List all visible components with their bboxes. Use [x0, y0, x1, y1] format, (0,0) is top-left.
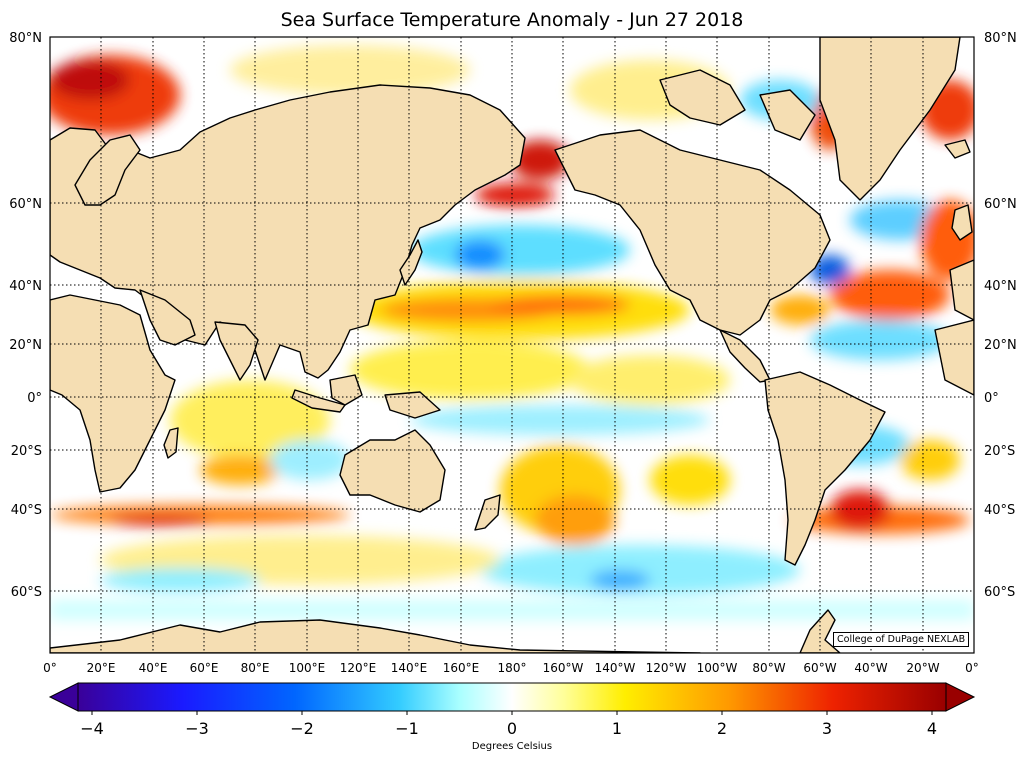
- lon-label: 0°: [965, 661, 979, 675]
- lon-label: 20°W: [906, 661, 939, 675]
- lon-label: 120°W: [646, 661, 687, 675]
- colorbar-tick: −1: [395, 719, 419, 738]
- lat-label: 60°S: [11, 585, 42, 600]
- lon-labels: 0° 20°E 40°E 60°E 80°E 100°E 120°E 140°E…: [43, 661, 979, 675]
- north-america-landmass: [554, 129, 831, 336]
- lon-label: 20°E: [87, 661, 116, 675]
- lon-label: 80°E: [241, 661, 270, 675]
- lat-label: 60°S: [984, 585, 1015, 600]
- greenland-landmass: [819, 37, 961, 201]
- scandinavia-landmass: [74, 134, 141, 206]
- lat-label: 40°S: [984, 503, 1015, 518]
- lon-label: 160°E: [443, 661, 480, 675]
- lat-label: 80°N: [9, 31, 42, 46]
- europe-east-edge: [949, 259, 974, 321]
- lon-label: 60°W: [803, 661, 836, 675]
- lat-label: 0°: [984, 391, 999, 406]
- lon-label: 100°W: [697, 661, 738, 675]
- lon-label: 120°E: [340, 661, 377, 675]
- colorbar-tick: 1: [612, 719, 622, 738]
- baffin-island-landmass: [759, 89, 816, 141]
- colorbar-tick: −2: [290, 719, 314, 738]
- colorbar: −4 −3 −2 −1 0 1 2 3 4: [48, 682, 976, 738]
- lon-label: 0°: [43, 661, 57, 675]
- lat-label: 0°: [27, 391, 42, 406]
- colorbar-tick: −3: [185, 719, 209, 738]
- new-zealand-landmass: [474, 494, 501, 531]
- lat-label: 60°N: [9, 197, 42, 212]
- japan-landmass: [399, 239, 423, 286]
- colorbar-title: Degrees Celsius: [471, 741, 553, 752]
- lat-label: 40°N: [984, 279, 1017, 294]
- new-guinea-landmass: [384, 391, 441, 419]
- lat-label: 40°N: [9, 279, 42, 294]
- lat-label: 60°N: [984, 197, 1017, 212]
- antarctic-peninsula: [799, 609, 841, 653]
- lat-label: 20°N: [984, 338, 1017, 353]
- africa-east-edge: [934, 319, 974, 396]
- lon-label: 100°E: [289, 661, 326, 675]
- colorbar-extend-low: [48, 682, 79, 712]
- lat-labels-left: 80°N 60°N 40°N 20°N 0° 20°S 40°S 60°S: [9, 31, 42, 600]
- africa-landmass: [50, 294, 176, 493]
- colorbar-tick: 4: [927, 719, 937, 738]
- iceland-landmass: [944, 139, 971, 159]
- uk-landmass: [951, 204, 973, 241]
- colorbar-extend-high: [945, 682, 976, 712]
- antarctica-landmass: [50, 619, 701, 653]
- lon-label: 60°E: [190, 661, 219, 675]
- lon-label: 80°W: [752, 661, 785, 675]
- lon-label: 140°W: [595, 661, 636, 675]
- lon-label: 140°E: [391, 661, 428, 675]
- colorbar-tick: −4: [80, 719, 104, 738]
- colorbar-gradient: [77, 682, 947, 712]
- india-landmass: [214, 321, 259, 381]
- lon-label: 40°E: [139, 661, 168, 675]
- credit-label: College of DuPage NEXLAB: [833, 632, 970, 647]
- lat-label: 40°S: [11, 503, 42, 518]
- lat-label: 20°S: [984, 444, 1015, 459]
- colorbar-tick: 0: [507, 719, 517, 738]
- graticule: [50, 37, 974, 653]
- lon-label: 40°W: [854, 661, 887, 675]
- map-title: Sea Surface Temperature Anomaly - Jun 27…: [280, 9, 744, 31]
- indonesia-landmass: [291, 389, 346, 413]
- arabia-landmass: [139, 289, 196, 346]
- south-america-landmass: [764, 371, 886, 566]
- lat-labels-right: 80°N 60°N 40°N 20°N 0° 20°S 40°S 60°S: [984, 31, 1017, 600]
- lon-label: 160°W: [543, 661, 584, 675]
- lat-label: 20°N: [9, 338, 42, 353]
- colorbar-tick: 2: [717, 719, 727, 738]
- landmasses: [50, 37, 974, 653]
- map-frame: [49, 36, 975, 654]
- anomaly-field: [50, 45, 974, 620]
- arctic-islands-landmass: [659, 69, 746, 126]
- lon-label: 180°: [498, 661, 527, 675]
- lat-label: 20°S: [11, 444, 42, 459]
- colorbar-tick: 3: [822, 719, 832, 738]
- lat-label: 80°N: [984, 31, 1017, 46]
